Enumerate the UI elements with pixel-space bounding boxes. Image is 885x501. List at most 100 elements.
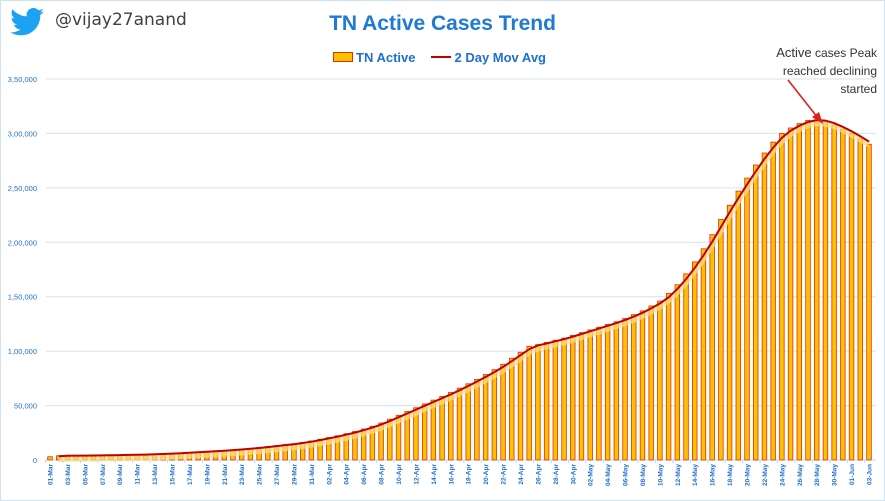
x-tick-label: 06-Apr xyxy=(361,464,368,485)
bar xyxy=(482,374,489,461)
legend-line-swatch xyxy=(431,56,452,58)
bar xyxy=(787,127,794,461)
bar xyxy=(840,128,846,461)
x-tick-label: 30-Apr xyxy=(570,464,577,485)
x-tick-label: 10-Apr xyxy=(396,464,403,485)
peak-annotation: Active cases Peak reached declining star… xyxy=(745,44,877,98)
bar xyxy=(770,141,776,461)
x-tick-label: 18-May xyxy=(727,464,734,486)
bar xyxy=(369,425,376,461)
bar xyxy=(526,345,532,461)
bar xyxy=(561,337,567,461)
bar xyxy=(814,119,820,461)
bar xyxy=(491,369,498,461)
x-tick-label: 27-Mar xyxy=(274,464,281,485)
x-tick-label: 28-Apr xyxy=(553,464,560,485)
x-tick-label: 10-May xyxy=(657,464,664,486)
x-tick-label: 30-May xyxy=(832,464,839,486)
annotation-word-active: Active xyxy=(776,45,812,60)
bar xyxy=(753,164,759,461)
x-tick-label: 14-May xyxy=(692,464,699,486)
bar xyxy=(700,248,707,461)
bar xyxy=(735,190,742,461)
x-tick-label: 08-Apr xyxy=(379,464,386,485)
x-tick-label: 17-Mar xyxy=(187,464,194,485)
x-tick-label: 12-May xyxy=(675,464,682,486)
bar xyxy=(439,395,445,461)
bar xyxy=(448,392,454,461)
x-tick-label: 14-Apr xyxy=(431,464,438,485)
bar xyxy=(421,403,428,461)
bar xyxy=(500,363,506,461)
x-tick-label: 23-Mar xyxy=(239,464,246,485)
bar xyxy=(535,344,541,461)
x-tick-label: 22-May xyxy=(762,464,769,486)
y-tick-label: 50,000 xyxy=(14,402,37,411)
x-tick-label: 01-Mar xyxy=(48,464,55,485)
bar xyxy=(413,407,419,461)
bar xyxy=(639,310,646,461)
x-tick-label: 01-Jun xyxy=(849,464,856,485)
bar xyxy=(648,305,654,461)
legend: TN Active 2 Day Mov Avg xyxy=(333,48,546,66)
bar xyxy=(543,342,550,461)
bar xyxy=(404,411,410,461)
x-tick-label: 20-Apr xyxy=(483,464,490,485)
bar xyxy=(692,261,698,461)
y-tick-label: 3,50,000 xyxy=(8,75,37,84)
bar xyxy=(465,383,471,461)
y-tick-label: 2,50,000 xyxy=(8,184,37,193)
x-tick-label: 13-Mar xyxy=(152,464,159,485)
x-tick-label: 28-May xyxy=(814,464,821,486)
bar xyxy=(744,177,750,461)
bar xyxy=(360,428,367,461)
x-tick-label: 05-Mar xyxy=(82,464,89,485)
twitter-bird-icon xyxy=(10,8,44,36)
legend-bar-swatch xyxy=(333,52,353,62)
x-tick-label: 02-May xyxy=(588,464,595,486)
bar xyxy=(805,119,811,461)
bar xyxy=(848,133,855,461)
moving-average-path xyxy=(58,119,870,458)
x-tick-label: 18-Apr xyxy=(466,464,473,485)
bar xyxy=(596,326,602,461)
x-tick-label: 12-Apr xyxy=(413,464,420,485)
x-tick-label: 15-Mar xyxy=(169,464,176,485)
x-tick-label: 25-Mar xyxy=(257,464,264,485)
x-tick-label: 21-Mar xyxy=(222,464,229,485)
bar xyxy=(631,314,637,461)
y-axis-ticks: 0 50,000 1,00,000 1,50,000 2,00,000 2,50,000 3… xyxy=(8,75,37,465)
bar xyxy=(578,332,585,461)
bar xyxy=(456,387,463,461)
bar xyxy=(779,133,785,461)
bar xyxy=(866,143,872,461)
x-tick-label: 29-Mar xyxy=(291,464,298,485)
x-tick-label: 20-May xyxy=(745,464,752,486)
annotation-arrow xyxy=(787,79,819,119)
bar xyxy=(430,399,437,461)
bar xyxy=(613,321,620,461)
moving-average-line xyxy=(58,119,870,458)
bar xyxy=(665,293,672,461)
bar xyxy=(761,152,768,461)
bar xyxy=(474,379,480,461)
x-tick-label: 24-Apr xyxy=(518,464,525,485)
x-tick-label: 02-Apr xyxy=(326,464,333,485)
bar xyxy=(47,456,53,461)
bar xyxy=(726,204,733,461)
bar xyxy=(552,339,559,461)
bar xyxy=(657,300,663,461)
x-tick-label: 04-May xyxy=(605,464,612,486)
bar xyxy=(378,422,384,461)
bar xyxy=(718,219,724,461)
x-tick-label: 04-Apr xyxy=(344,464,351,485)
bar xyxy=(387,418,393,461)
x-tick-label: 09-Mar xyxy=(117,464,124,485)
bar xyxy=(796,123,802,461)
bar xyxy=(517,351,524,461)
x-tick-label: 03-Jun xyxy=(867,464,874,485)
x-tick-label: 31-Mar xyxy=(309,464,316,485)
y-tick-label: 3,00,000 xyxy=(8,129,37,138)
x-tick-label: 07-Mar xyxy=(100,464,107,485)
x-tick-label: 08-May xyxy=(640,464,647,486)
